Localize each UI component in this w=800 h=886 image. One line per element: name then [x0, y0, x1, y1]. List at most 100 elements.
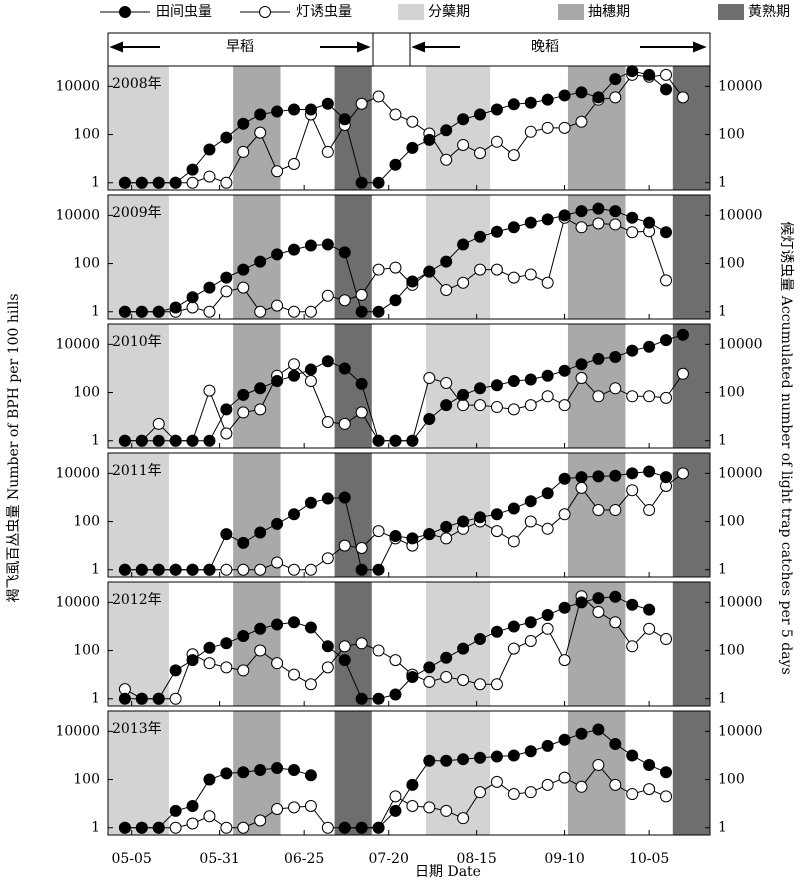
data-point — [541, 522, 554, 535]
data-point — [474, 263, 487, 276]
data-point — [558, 601, 571, 614]
data-point — [524, 616, 537, 629]
y2-tick-label: 100 — [718, 127, 745, 143]
data-point — [609, 218, 622, 231]
y2-tick-label: 1 — [718, 175, 727, 191]
data-point — [575, 372, 588, 385]
legend-label: 黄熟期 — [748, 3, 790, 20]
data-point — [660, 83, 673, 96]
data-point — [389, 434, 402, 447]
legend-marker — [119, 6, 131, 18]
data-point — [321, 415, 334, 428]
y-tick-label: 1 — [91, 820, 100, 836]
data-point — [592, 202, 605, 215]
data-point — [118, 692, 131, 705]
y-tick-label: 1 — [91, 691, 100, 707]
data-point — [440, 399, 453, 412]
data-point — [372, 176, 385, 189]
data-point — [271, 105, 284, 118]
data-point — [474, 751, 487, 764]
data-point — [592, 91, 605, 104]
data-point — [406, 799, 419, 812]
data-point — [507, 788, 520, 801]
data-point — [541, 276, 554, 289]
data-point — [457, 515, 470, 528]
data-point — [490, 103, 503, 116]
data-point — [254, 126, 267, 139]
data-point — [558, 364, 571, 377]
y2-tick-label: 10000 — [718, 723, 763, 739]
data-point — [288, 801, 301, 814]
data-point — [558, 399, 571, 412]
data-point — [575, 471, 588, 484]
data-point — [152, 176, 165, 189]
panel-frame — [107, 65, 711, 191]
data-point — [237, 766, 250, 779]
data-point — [457, 673, 470, 686]
data-point — [237, 536, 250, 549]
data-point — [355, 305, 368, 318]
data-point — [254, 305, 267, 318]
data-point — [237, 145, 250, 158]
data-point — [288, 157, 301, 170]
y2-tick-label: 100 — [718, 772, 745, 788]
y2-tick-label: 1 — [718, 562, 727, 578]
y-tick-label: 100 — [73, 127, 100, 143]
panel: 2010年 1 100 10000 1 100 10000 — [55, 323, 763, 449]
data-point — [355, 541, 368, 554]
data-point — [338, 246, 351, 259]
data-point — [507, 502, 520, 515]
data-point — [626, 598, 639, 611]
data-point — [440, 124, 453, 137]
data-point — [203, 305, 216, 318]
data-point — [288, 103, 301, 116]
data-point — [169, 664, 182, 677]
data-point — [220, 131, 233, 144]
panel: 2013年 1 100 10000 1 100 10000 05-05 05-31 06-25 07… — [55, 710, 763, 867]
data-point — [660, 274, 673, 287]
data-point — [304, 239, 317, 252]
data-point — [152, 821, 165, 834]
data-point — [541, 608, 554, 621]
data-point — [609, 590, 622, 603]
data-point — [304, 563, 317, 576]
y2-tick-label: 10000 — [718, 594, 763, 610]
data-point — [592, 592, 605, 605]
data-point — [355, 176, 368, 189]
data-point — [626, 344, 639, 357]
data-point — [457, 138, 470, 151]
data-point — [321, 661, 334, 674]
series-line — [124, 363, 684, 442]
data-point — [186, 301, 199, 314]
data-point — [321, 821, 334, 834]
data-point — [389, 804, 402, 817]
data-point — [440, 153, 453, 166]
data-point — [186, 563, 199, 576]
data-point — [135, 821, 148, 834]
data-point — [135, 434, 148, 447]
data-point — [288, 616, 301, 629]
data-point — [338, 113, 351, 126]
panel: 2009年 1 100 10000 1 100 10000 — [55, 194, 763, 320]
data-point — [406, 670, 419, 683]
panel-title: 2012年 — [112, 592, 162, 608]
data-point — [507, 271, 520, 284]
data-point — [135, 176, 148, 189]
x-tick-label: 09-10 — [544, 851, 584, 867]
data-point — [355, 377, 368, 390]
x-tick-label: 10-05 — [629, 851, 669, 867]
data-point — [372, 563, 385, 576]
y-axis-label: 褐飞虱百丛虫量 Number of BPH per 100 hills — [6, 293, 22, 602]
data-point — [558, 472, 571, 485]
data-point — [609, 205, 622, 218]
data-point — [355, 692, 368, 705]
data-point — [592, 390, 605, 403]
data-point — [626, 211, 639, 224]
panel: 2011年 1 100 10000 1 100 10000 — [55, 452, 763, 578]
data-point — [338, 539, 351, 552]
data-point — [660, 633, 673, 646]
stage-band — [672, 582, 710, 706]
data-point — [271, 248, 284, 261]
data-point — [474, 230, 487, 243]
data-point — [304, 375, 317, 388]
